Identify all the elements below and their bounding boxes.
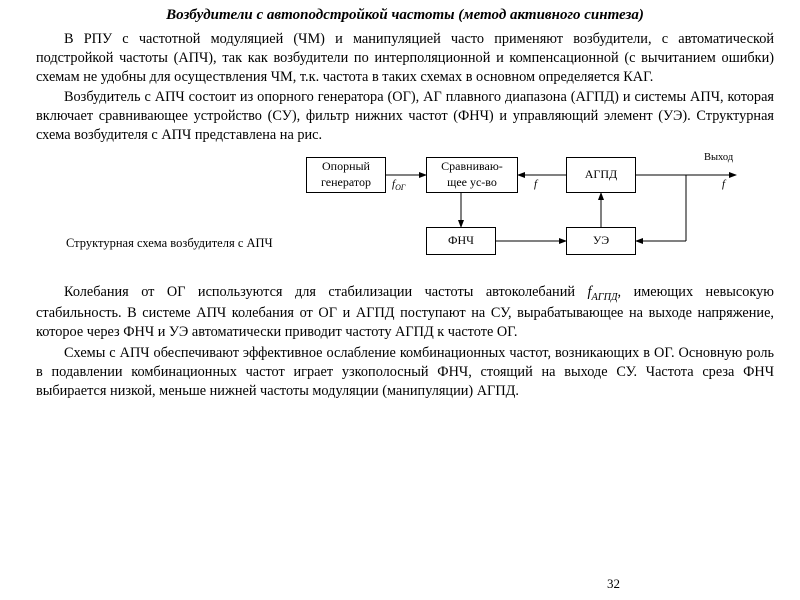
label-f-2: f	[722, 177, 725, 192]
box-label: ФНЧ	[448, 233, 474, 249]
box-reference-oscillator: Опорныйгенератор	[306, 157, 386, 193]
page: Возбудители с автоподстройкой частоты (м…	[0, 0, 800, 600]
paragraph-2: Возбудитель с АПЧ состоит из опорного ге…	[36, 88, 774, 145]
sym-f-sub: АГПД	[591, 292, 617, 303]
box-label: УЭ	[593, 233, 609, 249]
box-label: Сравниваю-щее ус-во	[441, 159, 503, 191]
block-diagram: Опорныйгенератор Сравниваю-щее ус-во АГП…	[36, 149, 774, 277]
box-comparator: Сравниваю-щее ус-во	[426, 157, 518, 193]
sym-f-sub: ОГ	[395, 183, 405, 192]
paragraph-1: В РПУ с частотной модуляцией (ЧМ) и мани…	[36, 30, 774, 87]
label-output: Выход	[704, 151, 733, 165]
paragraph-3: Колебания от ОГ используются для стабили…	[36, 283, 774, 342]
label-f-1: f	[534, 177, 537, 192]
box-agpd: АГПД	[566, 157, 636, 193]
box-label: Опорныйгенератор	[321, 159, 371, 191]
box-control-element: УЭ	[566, 227, 636, 255]
paragraph-4: Схемы с АПЧ обеспечивают эффективное осл…	[36, 344, 774, 401]
box-label: АГПД	[585, 167, 617, 183]
text-run: Колебания от ОГ используются для стабили…	[64, 284, 587, 300]
sym-f-agpd: fАГПД	[587, 284, 617, 300]
page-number: 32	[607, 575, 620, 592]
diagram-wires	[36, 149, 776, 277]
label-f-og: fОГ	[392, 177, 405, 194]
diagram-caption: Структурная схема возбудителя с АПЧ	[66, 235, 306, 252]
page-title: Возбудители с автоподстройкой частоты (м…	[36, 6, 774, 26]
box-lpf: ФНЧ	[426, 227, 496, 255]
